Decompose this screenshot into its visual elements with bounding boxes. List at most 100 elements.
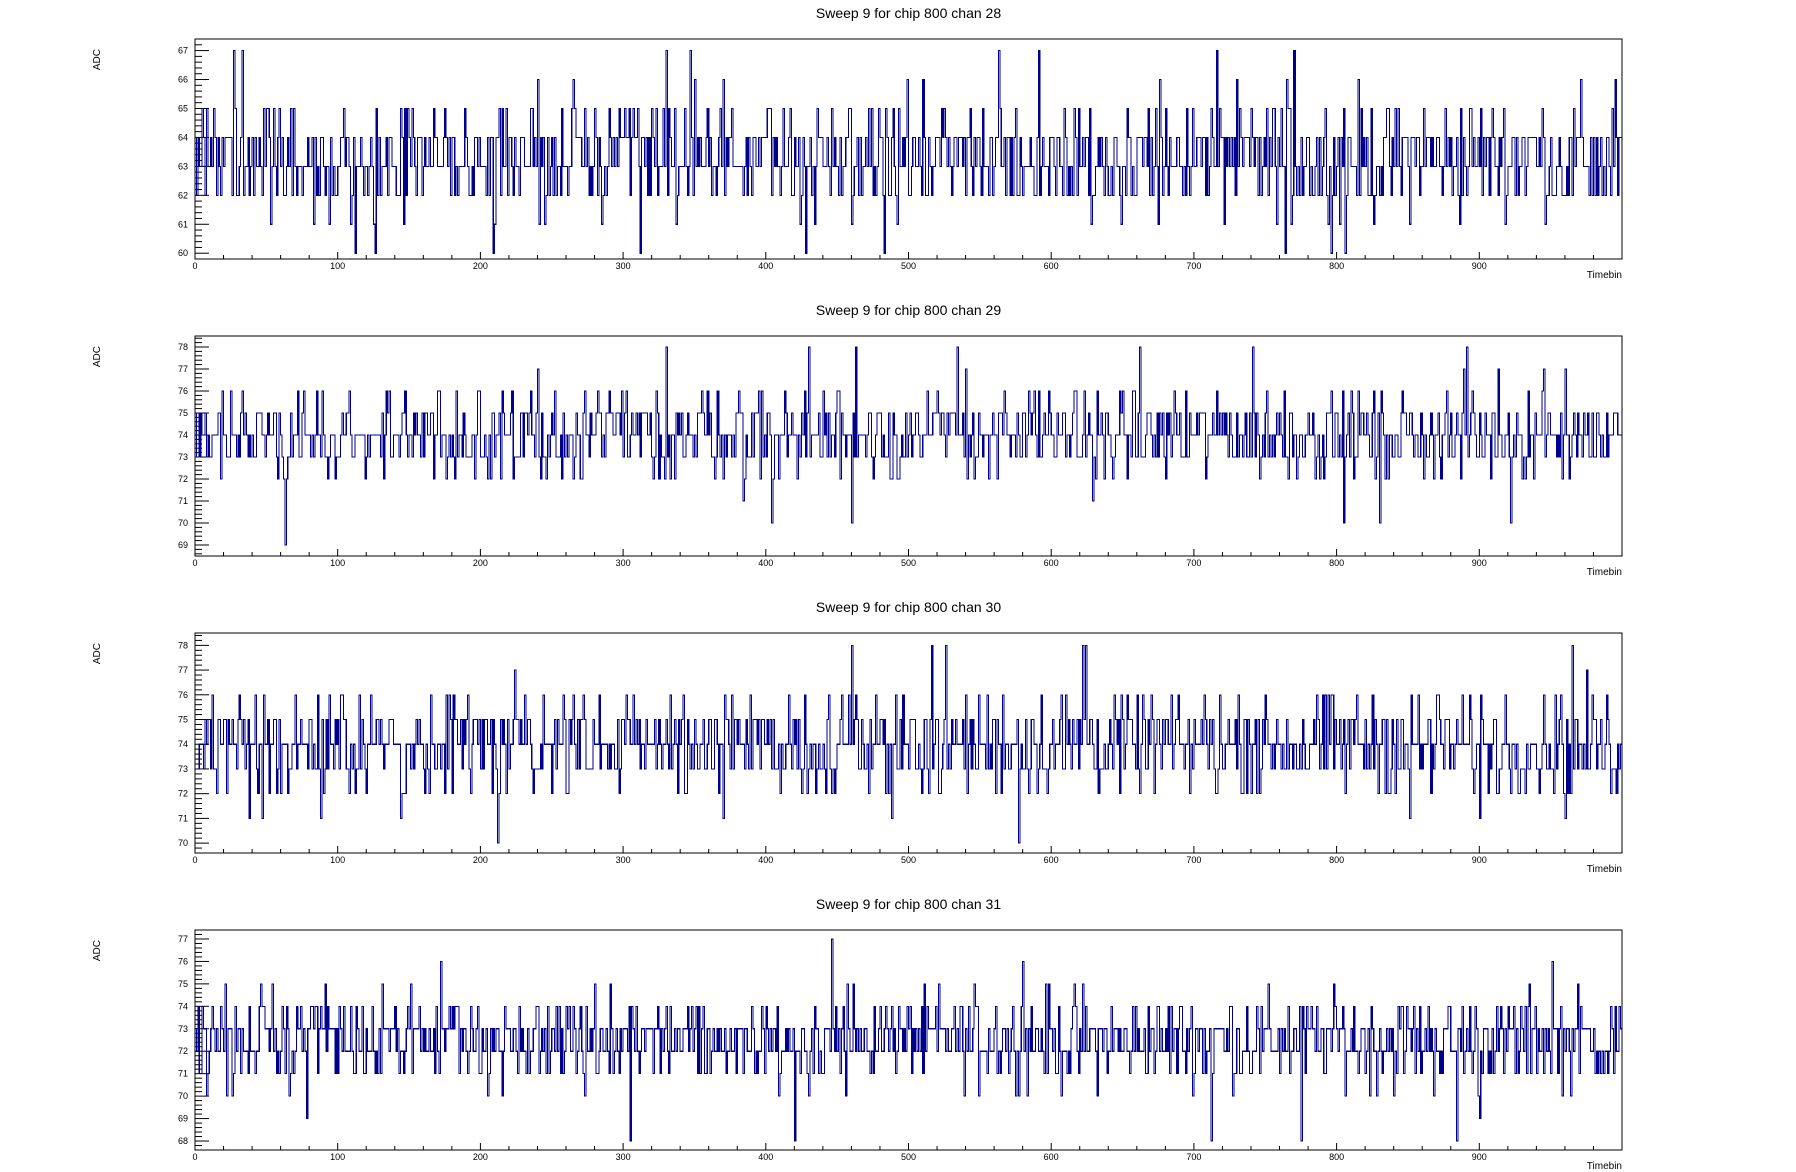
plot-frame [194,929,1623,1151]
x-tick-label: 400 [758,261,773,271]
x-axis-label: Timebin [1587,567,1622,578]
x-tick-label: 700 [1186,261,1201,271]
chart-title: Sweep 9 for chip 800 chan 29 [816,302,1001,318]
x-tick-label: 800 [1329,261,1344,271]
y-tick-label: 71 [178,813,188,823]
x-tick-label: 700 [1186,855,1201,865]
x-tick-label: 400 [758,558,773,568]
x-tick-label: 900 [1472,855,1487,865]
y-tick-label: 68 [178,1136,188,1146]
x-tick-label: 600 [1044,855,1059,865]
x-tick-label: 0 [192,855,197,865]
y-tick-label: 74 [178,739,188,749]
y-axis-label: ADC [92,940,103,961]
x-tick-label: 500 [901,855,916,865]
y-tick-label: 65 [178,103,188,113]
x-tick-label: 900 [1472,261,1487,271]
chart-panel-2: Sweep 9 for chip 800 chan 30 ADC Timebin 70… [92,599,1623,875]
y-tick-label: 63 [178,161,188,171]
x-axis-label: Timebin [1587,1161,1622,1172]
x-tick-label: 700 [1186,558,1201,568]
y-tick-label: 70 [178,838,188,848]
x-tick-label: 800 [1329,1152,1344,1162]
y-tick-label: 74 [178,1001,188,1011]
x-tick-label: 900 [1472,558,1487,568]
data-series-line [195,644,1622,844]
y-tick-label: 76 [178,690,188,700]
x-tick-label: 600 [1044,558,1059,568]
x-tick-label: 100 [330,855,345,865]
y-tick-label: 73 [178,452,188,462]
x-tick-label: 700 [1186,1152,1201,1162]
chart-title: Sweep 9 for chip 800 chan 31 [816,896,1001,912]
chart-panel-3: Sweep 9 for chip 800 chan 31 ADC Timebin 68… [92,896,1623,1172]
y-tick-label: 78 [178,342,188,352]
chart-title: Sweep 9 for chip 800 chan 30 [816,599,1001,615]
y-tick-label: 73 [178,1024,188,1034]
y-tick-label: 75 [178,715,188,725]
y-axis-label: ADC [92,49,103,70]
x-tick-label: 300 [616,261,631,271]
y-tick-label: 69 [178,1114,188,1124]
y-tick-label: 66 [178,75,188,85]
x-tick-label: 400 [758,1152,773,1162]
x-tick-label: 100 [330,1152,345,1162]
y-tick-label: 72 [178,789,188,799]
x-tick-label: 0 [192,1152,197,1162]
y-tick-label: 78 [178,640,188,650]
x-tick-label: 600 [1044,1152,1059,1162]
y-tick-label: 70 [178,518,188,528]
x-axis-label: Timebin [1587,864,1622,875]
x-tick-label: 300 [616,558,631,568]
plot-frame [194,632,1623,854]
chart-title: Sweep 9 for chip 800 chan 28 [816,5,1001,21]
y-tick-label: 77 [178,665,188,675]
x-tick-label: 100 [330,558,345,568]
x-tick-label: 900 [1472,1152,1487,1162]
data-series-line [195,938,1622,1142]
x-tick-label: 500 [901,1152,916,1162]
data-series-line [195,50,1622,254]
x-tick-label: 0 [192,261,197,271]
x-tick-label: 500 [901,558,916,568]
x-tick-label: 200 [473,261,488,271]
y-axis-label: ADC [92,643,103,664]
x-tick-label: 200 [473,855,488,865]
x-tick-label: 300 [616,1152,631,1162]
y-tick-label: 61 [178,219,188,229]
y-tick-label: 72 [178,1046,188,1056]
x-axis-label: Timebin [1587,270,1622,281]
y-tick-label: 75 [178,408,188,418]
y-tick-label: 70 [178,1091,188,1101]
y-tick-label: 76 [178,386,188,396]
y-tick-label: 75 [178,979,188,989]
x-tick-label: 800 [1329,558,1344,568]
x-tick-label: 200 [473,558,488,568]
x-tick-label: 200 [473,1152,488,1162]
y-axis-label: ADC [92,346,103,367]
y-tick-label: 73 [178,764,188,774]
x-tick-label: 400 [758,855,773,865]
y-tick-label: 77 [178,364,188,374]
x-tick-label: 800 [1329,855,1344,865]
x-tick-label: 600 [1044,261,1059,271]
chart-panel-1: Sweep 9 for chip 800 chan 29 ADC Timebin 69… [92,302,1623,578]
y-tick-label: 72 [178,474,188,484]
y-tick-label: 74 [178,430,188,440]
y-tick-label: 71 [178,1069,188,1079]
y-tick-label: 69 [178,540,188,550]
y-tick-label: 64 [178,132,188,142]
chart-panel-0: Sweep 9 for chip 800 chan 28 ADC Timebin 60… [92,5,1623,281]
y-tick-label: 62 [178,190,188,200]
x-tick-label: 500 [901,261,916,271]
x-tick-label: 100 [330,261,345,271]
y-tick-label: 60 [178,248,188,258]
data-series-line [195,346,1622,546]
y-tick-label: 71 [178,496,188,506]
y-tick-label: 67 [178,46,188,56]
y-tick-label: 76 [178,956,188,966]
x-tick-label: 0 [192,558,197,568]
y-tick-label: 77 [178,934,188,944]
x-tick-label: 300 [616,855,631,865]
